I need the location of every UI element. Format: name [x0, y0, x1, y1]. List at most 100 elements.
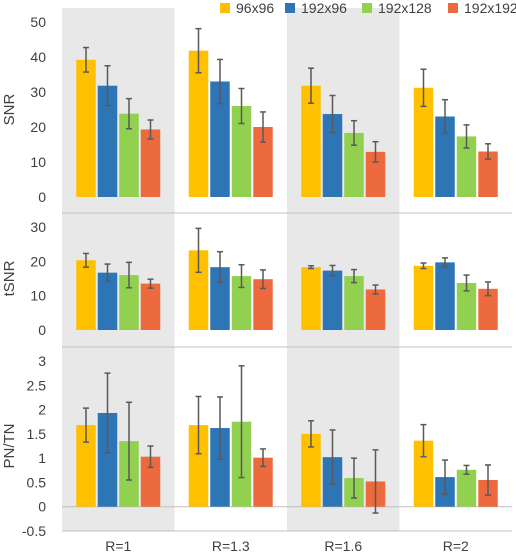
ytick-label-panel-2: 2 [38, 402, 46, 418]
bar-panel-0-series-0-cat-1 [188, 50, 209, 198]
error-bar-panel-2-series-0-cat-0 [83, 407, 89, 443]
error-bar-panel-2-series-1-cat-2 [329, 429, 336, 486]
legend-entry-3: 192x192 [448, 0, 516, 16]
error-bar-panel-2-series-3-cat-3 [485, 464, 491, 496]
ytick-label-panel-2: 2.5 [27, 377, 47, 393]
ytick-label-panel-0: 10 [30, 154, 46, 170]
y-axis-label-panel-2: PN/TN [1, 424, 18, 469]
legend-swatch [220, 3, 230, 13]
error-bar-panel-2-series-3-cat-1 [260, 448, 266, 468]
error-bar-panel-1-series-1-cat-3 [442, 257, 448, 268]
ytick-label-panel-0: 30 [30, 84, 46, 100]
bar-panel-1-series-0-cat-0 [76, 260, 96, 330]
bar-panel-0-series-2-cat-1 [231, 106, 252, 197]
error-bar-panel-0-series-0-cat-3 [420, 68, 427, 108]
legend-swatch [285, 3, 295, 13]
ytick-label-panel-2: 0 [38, 499, 46, 515]
error-bar-panel-1-series-2-cat-3 [463, 274, 470, 292]
error-bar-panel-0-series-3-cat-1 [260, 111, 266, 143]
error-bar-panel-1-series-1-cat-0 [104, 263, 111, 282]
ytick-label-panel-1: 20 [30, 253, 46, 269]
bar-panel-1-series-1-cat-1 [210, 267, 230, 330]
bar-panel-1-series-2-cat-0 [119, 275, 139, 330]
error-bar-panel-1-series-1-cat-1 [217, 250, 223, 284]
error-bar-panel-2-series-2-cat-3 [463, 464, 470, 475]
error-bar-panel-1-series-0-cat-1 [195, 227, 202, 274]
legend-swatch [362, 3, 372, 13]
error-bar-panel-2-series-2-cat-2 [351, 457, 357, 499]
bar-panel-0-series-2-cat-3 [456, 136, 477, 197]
bar-panel-1-series-3-cat-2 [365, 289, 386, 330]
error-bar-panel-1-series-0-cat-0 [83, 252, 89, 268]
bar-panel-1-series-2-cat-1 [231, 276, 252, 330]
ytick-label-panel-2: 0.5 [27, 474, 47, 490]
bar-panel-0-series-1-cat-3 [435, 116, 455, 197]
ytick-label-panel-2: 3 [38, 353, 46, 369]
error-bar-panel-0-series-2-cat-0 [126, 97, 132, 130]
error-bar-panel-2-series-0-cat-1 [195, 395, 202, 455]
bar-panel-0-series-2-cat-0 [119, 113, 139, 197]
error-bar-panel-2-series-0-cat-2 [308, 419, 314, 448]
bar-panel-2-series-1-cat-1 [210, 428, 230, 507]
bar-panel-2-series-3-cat-1 [253, 457, 273, 507]
error-bar-panel-1-series-0-cat-3 [420, 262, 427, 270]
bar-panel-2-series-2-cat-3 [456, 469, 477, 507]
error-bar-panel-0-series-1-cat-1 [217, 58, 223, 105]
bar-panel-0-series-2-cat-2 [344, 132, 364, 197]
legend: 96x96 192x96 192x128 192x192 [220, 0, 516, 16]
error-bar-panel-2-series-2-cat-1 [238, 365, 245, 479]
bars-layer [76, 50, 498, 507]
bar-panel-1-series-3-cat-0 [140, 283, 161, 330]
bar-panel-0-series-0-cat-0 [76, 59, 96, 197]
bar-panel-1-series-0-cat-3 [413, 265, 434, 330]
bar-panel-1-series-1-cat-2 [322, 270, 343, 330]
error-bar-panel-2-series-3-cat-0 [147, 445, 154, 469]
bar-panel-1-series-1-cat-3 [435, 262, 455, 330]
bar-panel-1-series-3-cat-3 [478, 288, 498, 330]
ytick-label-panel-2: 1 [38, 450, 46, 466]
bar-panel-1-series-0-cat-1 [188, 250, 209, 330]
y-axis-label-panel-0: SNR [1, 93, 18, 125]
error-bar-panel-2-series-1-cat-0 [104, 372, 111, 454]
error-bar-panel-1-series-3-cat-0 [147, 278, 154, 289]
bar-panel-1-series-2-cat-2 [344, 276, 364, 330]
ytick-label-panel-1: 10 [30, 288, 46, 304]
error-bar-panel-1-series-3-cat-2 [372, 284, 379, 295]
legend-entry-1: 192x96 [285, 0, 347, 16]
legend-entry-0: 96x96 [220, 0, 274, 16]
error-bar-panel-0-series-3-cat-2 [372, 140, 379, 163]
error-bar-panel-0-series-1-cat-2 [329, 94, 336, 134]
bar-panel-0-series-3-cat-0 [140, 129, 161, 197]
error-bar-panel-1-series-2-cat-1 [238, 264, 245, 289]
bar-panel-0-series-3-cat-3 [478, 151, 498, 197]
bar-panel-0-series-3-cat-2 [365, 151, 386, 197]
bar-panel-0-series-1-cat-2 [322, 114, 343, 197]
error-bar-panel-0-series-0-cat-1 [195, 27, 202, 74]
error-bar-panel-0-series-2-cat-3 [463, 124, 470, 149]
legend-swatch [448, 3, 458, 13]
error-bar-panel-1-series-2-cat-2 [351, 268, 357, 284]
legend-label: 192x128 [378, 0, 432, 16]
error-bar-panel-2-series-1-cat-1 [217, 396, 223, 460]
error-bar-panel-2-series-2-cat-0 [126, 401, 132, 481]
error-bar-panel-0-series-3-cat-3 [485, 143, 491, 160]
error-bar-panel-2-series-3-cat-2 [372, 449, 379, 514]
bar-panel-1-series-2-cat-3 [456, 282, 477, 330]
x-category-label-0: R=1 [105, 538, 131, 554]
bar-panel-0-series-1-cat-1 [210, 81, 230, 197]
error-bar-panel-0-series-0-cat-2 [308, 67, 314, 104]
bar-panel-1-series-3-cat-1 [253, 279, 273, 330]
error-bar-panel-0-series-1-cat-0 [104, 65, 111, 107]
x-category-label-2: R=1.6 [324, 538, 362, 554]
error-bar-panel-0-series-2-cat-2 [351, 119, 357, 146]
error-bar-panel-1-series-1-cat-2 [329, 264, 336, 277]
bar-panel-0-series-1-cat-0 [97, 85, 118, 197]
ytick-label-panel-0: 40 [30, 49, 46, 65]
legend-label: 192x96 [301, 0, 347, 16]
bar-panel-2-series-0-cat-3 [413, 440, 434, 507]
legend-label: 192x192 [464, 0, 516, 16]
error-bar-panel-1-series-0-cat-2 [308, 265, 314, 270]
error-bar-panel-2-series-1-cat-3 [442, 459, 448, 495]
ytick-label-panel-0: 50 [30, 14, 46, 30]
error-bar-panel-1-series-3-cat-1 [260, 269, 266, 290]
